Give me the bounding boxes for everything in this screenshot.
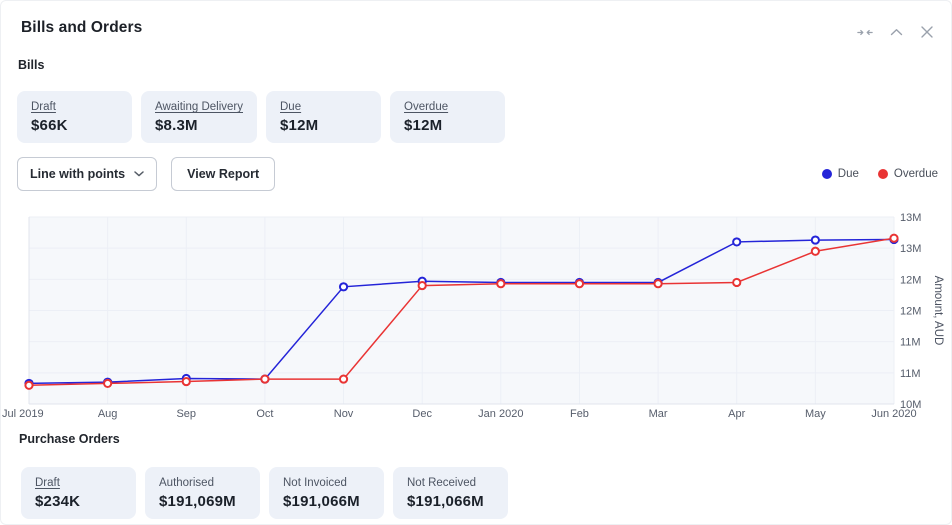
bills-card-label-awaiting-delivery[interactable]: Awaiting Delivery bbox=[155, 101, 243, 113]
chart-legend: Due Overdue bbox=[821, 166, 938, 182]
x-axis-tick-label: Oct bbox=[256, 408, 273, 420]
x-axis-tick-label: Aug bbox=[98, 408, 118, 420]
legend-label-overdue: Overdue bbox=[893, 168, 938, 180]
data-point-overdue-1[interactable] bbox=[103, 378, 113, 389]
x-axis-tick-label: May bbox=[805, 408, 826, 420]
purchase-orders-card-label-authorised: Authorised bbox=[159, 477, 214, 489]
y-axis-tick-label: 13M bbox=[900, 243, 921, 255]
bills-cards: Draft $66K Awaiting Delivery $8.3M Due $12M Ov… bbox=[17, 91, 505, 143]
x-axis-tick-label: Mar bbox=[649, 408, 668, 420]
data-point-due-10[interactable] bbox=[810, 235, 820, 245]
legend-label-due: Due bbox=[837, 168, 859, 180]
data-point-due-9[interactable] bbox=[732, 237, 742, 247]
purchase-orders-card-value-draft: $234K bbox=[35, 493, 81, 511]
data-point-overdue-5[interactable] bbox=[417, 280, 427, 291]
series-line-overdue bbox=[28, 237, 895, 387]
bills-card-value-overdue: $12M bbox=[404, 117, 443, 135]
bills-card-label-due[interactable]: Due bbox=[280, 101, 302, 113]
chart-toolbar: Line with points View Report bbox=[17, 157, 276, 191]
chart-type-selected-label: Line with points bbox=[30, 167, 126, 181]
bills-chart: 13M 13M 12M 12M 11M 11M 10M Jul 2019 Aug Sep Oct No… bbox=[1, 201, 952, 426]
x-axis-tick-label: Jul 2019 bbox=[2, 408, 44, 420]
x-axis-tick-label: Apr bbox=[728, 408, 745, 420]
page-title: Bills and Orders bbox=[21, 19, 143, 36]
chevron-down-icon bbox=[134, 171, 144, 177]
data-point-overdue-9[interactable] bbox=[732, 277, 742, 288]
data-point-overdue-6[interactable] bbox=[496, 279, 506, 289]
chevron-up-icon[interactable] bbox=[888, 24, 904, 40]
purchase-orders-card-not-received: Not Received $191,066M bbox=[393, 467, 508, 519]
data-point-overdue-8[interactable] bbox=[653, 279, 663, 289]
bills-card-value-draft: $66K bbox=[31, 117, 68, 135]
bills-card-overdue: Overdue $12M bbox=[390, 91, 505, 143]
legend-item-overdue[interactable]: Overdue bbox=[877, 168, 938, 180]
purchase-orders-card-value-not-received: $191,066M bbox=[407, 493, 484, 511]
data-point-due-4[interactable] bbox=[338, 282, 349, 292]
purchase-orders-card-authorised: Authorised $191,069M bbox=[145, 467, 260, 519]
legend-item-due[interactable]: Due bbox=[821, 168, 859, 180]
purchase-orders-card-draft: Draft $234K bbox=[21, 467, 136, 519]
chart-canvas: 13M 13M 12M 12M 11M 11M 10M Jul 2019 Aug Sep Oct No… bbox=[2, 212, 944, 420]
y-axis-tick-label: 10M bbox=[900, 399, 921, 411]
data-point-overdue-7[interactable] bbox=[574, 279, 585, 289]
x-axis-tick-label: Nov bbox=[334, 408, 354, 420]
bills-card-value-awaiting-delivery: $8.3M bbox=[155, 117, 198, 135]
purchase-orders-card-value-not-invoiced: $191,066M bbox=[283, 493, 360, 511]
series-line-due bbox=[28, 238, 895, 385]
chart-type-select[interactable]: Line with points bbox=[17, 157, 158, 191]
bills-section-title: Bills bbox=[18, 58, 45, 72]
bills-card-label-overdue[interactable]: Overdue bbox=[404, 101, 449, 113]
y-axis-tick-label: 11M bbox=[900, 368, 921, 380]
x-axis-tick-label: Feb bbox=[570, 408, 589, 420]
bills-card-value-due: $12M bbox=[280, 117, 319, 135]
legend-dot-overdue bbox=[877, 169, 888, 179]
close-icon[interactable] bbox=[919, 24, 935, 40]
bills-card-label-draft[interactable]: Draft bbox=[31, 101, 56, 113]
y-axis-tick-label: 12M bbox=[900, 306, 921, 318]
bills-card-awaiting-delivery: Awaiting Delivery $8.3M bbox=[141, 91, 257, 143]
y-axis-title: Amount, AUD bbox=[932, 276, 944, 346]
bills-card-draft: Draft $66K bbox=[17, 91, 132, 143]
purchase-orders-card-label-draft[interactable]: Draft bbox=[35, 477, 60, 489]
view-report-button[interactable]: View Report bbox=[171, 157, 276, 191]
legend-dot-due bbox=[821, 169, 832, 179]
purchase-orders-card-label-not-received: Not Received bbox=[407, 477, 477, 489]
y-axis-tick-label: 11M bbox=[900, 337, 921, 349]
data-point-overdue-3[interactable] bbox=[260, 374, 270, 384]
purchase-orders-section-title: Purchase Orders bbox=[19, 432, 120, 446]
x-axis-tick-label: Sep bbox=[176, 408, 196, 420]
data-point-overdue-10[interactable] bbox=[810, 246, 820, 256]
x-axis-tick-label: Jan 2020 bbox=[478, 408, 523, 420]
data-point-overdue-2[interactable] bbox=[181, 376, 191, 387]
collapse-icon[interactable] bbox=[857, 24, 873, 40]
y-axis-tick-label: 12M bbox=[900, 274, 921, 286]
window-controls bbox=[857, 24, 935, 40]
purchase-orders-card-not-invoiced: Not Invoiced $191,066M bbox=[269, 467, 384, 519]
purchase-orders-card-label-not-invoiced: Not Invoiced bbox=[283, 477, 347, 489]
data-point-overdue-11[interactable] bbox=[889, 233, 899, 243]
data-point-overdue-0[interactable] bbox=[24, 380, 34, 390]
data-point-overdue-4[interactable] bbox=[338, 374, 349, 384]
y-axis-tick-label: 13M bbox=[900, 212, 921, 224]
purchase-orders-cards: Draft $234K Authorised $191,069M Not Invoice… bbox=[21, 467, 508, 519]
purchase-orders-card-value-authorised: $191,069M bbox=[159, 493, 236, 511]
bills-card-due: Due $12M bbox=[266, 91, 381, 143]
x-axis-tick-label: Jun 2020 bbox=[871, 408, 916, 420]
x-axis-tick-label: Dec bbox=[412, 408, 432, 420]
